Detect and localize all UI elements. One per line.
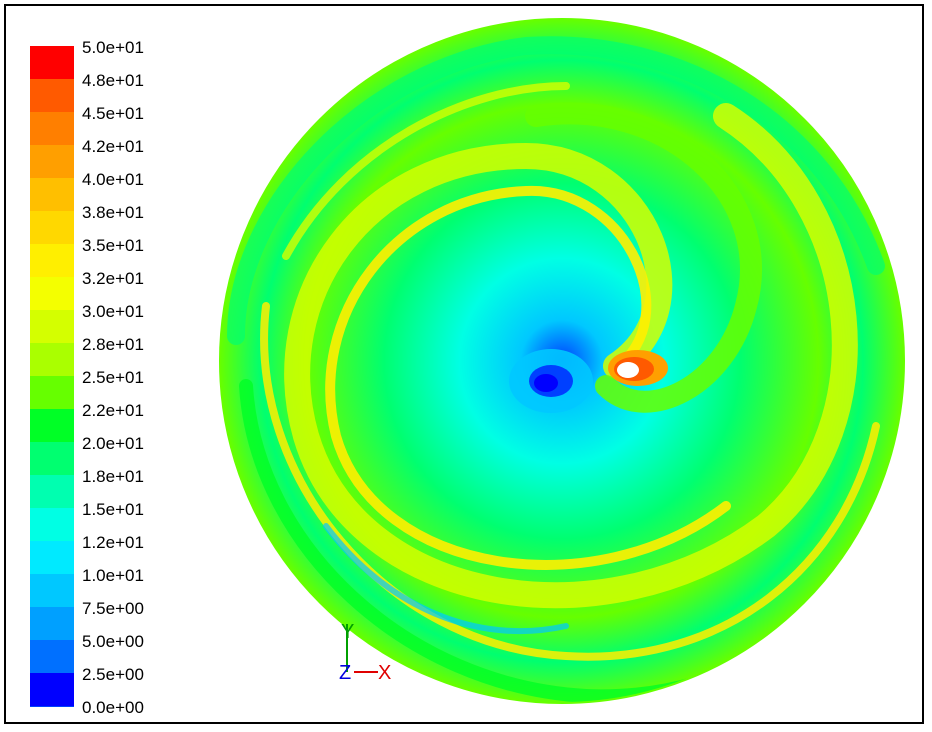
colorbar-tick-label: 2.5e+00 — [82, 665, 144, 684]
colorbar-band — [30, 442, 74, 476]
colorbar-tick-label: 4.2e+01 — [82, 137, 144, 156]
spiral-band — [282, 82, 570, 260]
colorbar-band — [30, 211, 74, 245]
colorbar-tick-label: 4.0e+01 — [82, 170, 144, 189]
spiral-band — [260, 302, 880, 661]
colorbar-tick-label: 2.0e+01 — [82, 434, 144, 453]
contour-field — [219, 18, 905, 704]
colorbar-band — [30, 112, 74, 146]
core-min — [534, 374, 558, 392]
colorbar-tick-label: 3.8e+01 — [82, 203, 144, 222]
hole — [617, 362, 639, 378]
colorbar-tick-label: 7.5e+00 — [82, 599, 144, 618]
x-axis-label: X — [378, 662, 391, 684]
colorbar-tick-label: 3.5e+01 — [82, 236, 144, 255]
colorbar-tick-label: 1.2e+01 — [82, 533, 144, 552]
colorbar — [30, 46, 74, 707]
colorbar-tick-label: 3.2e+01 — [82, 269, 144, 288]
colorbar-tick-label: 1.0e+01 — [82, 566, 144, 585]
axes-triad: Y X Z — [339, 621, 391, 684]
colorbar-band — [30, 607, 74, 641]
colorbar-band — [30, 541, 74, 575]
domain-outline — [219, 18, 905, 704]
colorbar-tick-label: 5.0e+01 — [82, 38, 144, 57]
colorbar-tick-label: 3.0e+01 — [82, 302, 144, 321]
colorbar-tick-label: 2.2e+01 — [82, 401, 144, 420]
colorbar-tick-label: 0.0e+00 — [82, 698, 144, 717]
colorbar-band — [30, 46, 74, 80]
y-axis-label: Y — [341, 621, 354, 643]
graphics-viewport[interactable]: 5.0e+01 4.8e+01 4.5e+01 4.2e+01 4.0e+01 3.8e+… — [4, 4, 924, 724]
colorbar-band — [30, 475, 74, 509]
colorbar-tick-label: 2.5e+01 — [82, 368, 144, 387]
spiral-band — [284, 103, 858, 609]
spiral-band — [525, 102, 762, 413]
spiral-band — [323, 523, 569, 635]
colorbar-band — [30, 574, 74, 608]
colorbar-band — [30, 145, 74, 179]
colorbar-tick-label: 1.5e+01 — [82, 500, 144, 519]
z-axis-label: Z — [339, 662, 351, 684]
colorbar-tick-label: 2.8e+01 — [82, 335, 144, 354]
colorbar-tick-labels: 5.0e+01 4.8e+01 4.5e+01 4.2e+01 4.0e+01 3.8e+… — [82, 38, 202, 726]
colorbar-band — [30, 178, 74, 212]
colorbar-band — [30, 79, 74, 113]
colorbar-band — [30, 640, 74, 674]
spiral-band — [325, 185, 731, 570]
colorbar-tick-label: 1.8e+01 — [82, 467, 144, 486]
colorbar-band — [30, 244, 74, 278]
colorbar-band — [30, 277, 74, 311]
colorbar-tick-label: 4.8e+01 — [82, 71, 144, 90]
colorbar-band — [30, 343, 74, 377]
colorbar-band — [30, 376, 74, 410]
colorbar-tick-label: 4.5e+01 — [82, 104, 144, 123]
colorbar-band — [30, 310, 74, 344]
colorbar-tick-label: 5.0e+00 — [82, 632, 144, 651]
colorbar-band — [30, 673, 74, 706]
spiral-band — [227, 36, 885, 345]
colorbar-band — [30, 409, 74, 443]
colorbar-band — [30, 508, 74, 542]
